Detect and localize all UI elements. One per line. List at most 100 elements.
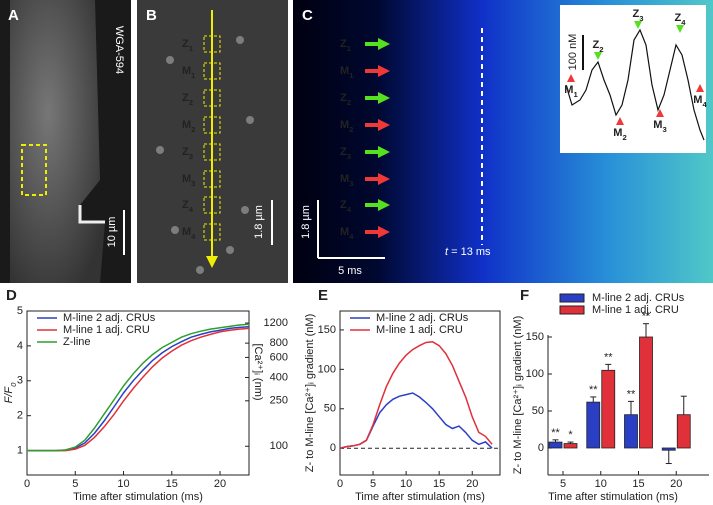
arrow-head (378, 199, 390, 211)
significance: ** (642, 311, 651, 323)
time-rest: = 13 ms (448, 246, 491, 258)
panel-letter: E (318, 287, 328, 304)
text-sub: 1 (191, 71, 196, 80)
text-sub: 4 (702, 100, 707, 109)
series-line (339, 392, 493, 449)
x-tick-label: 20 (214, 478, 226, 490)
spot (166, 56, 174, 64)
series-line (27, 327, 250, 452)
series-line (27, 323, 250, 452)
text-base: M (653, 119, 662, 131)
inset-arrow (696, 84, 704, 92)
series-line (339, 341, 493, 449)
text-sub: 3 (349, 179, 353, 188)
time-var: t (445, 246, 449, 258)
y-tick-label: 50 (532, 405, 544, 417)
bar (676, 414, 691, 449)
legend-label: M-line 2 adj. CRUs (63, 312, 156, 324)
text-sub: 2 (622, 133, 626, 142)
bar (548, 441, 563, 449)
plot-frame (26, 310, 250, 476)
y-tick-label: 150 (318, 324, 336, 336)
y-tick-label: 4 (17, 340, 23, 352)
text-base: M (613, 127, 622, 139)
text-sub: 3 (191, 179, 195, 188)
image-label: WGA-594 (113, 26, 125, 74)
scale-label: 5 ms (338, 265, 362, 277)
y2-axis-label: [Ca²⁺]ᵢ (nm) (252, 343, 264, 400)
inset-label: M1 (564, 84, 578, 99)
x-tick-label: 10 (595, 478, 607, 490)
text-base: M (564, 84, 573, 96)
significance: ** (627, 388, 636, 400)
legend-label: M-line 2 adj. CRUs (376, 312, 469, 324)
text-sub: 4 (347, 205, 352, 214)
y-tick-label: 3 (17, 375, 23, 387)
spot (226, 246, 234, 254)
legend-label: Z-line (63, 336, 91, 348)
text-sub: 1 (347, 44, 352, 53)
y-tick-label: 1 (17, 444, 23, 456)
y2-tick-label: 400 (270, 371, 288, 383)
marker-label: Z4 (340, 199, 352, 214)
text-base: M (340, 226, 349, 238)
text-base: Z (632, 8, 639, 20)
roi (21, 144, 47, 196)
marker-box (203, 35, 221, 53)
legend-label: M-line 1 adj. CRU (376, 324, 463, 336)
marker-label: M1 (182, 65, 196, 80)
text-sub: 4 (681, 18, 686, 27)
marker-label: M1 (340, 65, 354, 80)
arrow-head (378, 173, 390, 185)
text-base: Z (182, 199, 189, 211)
marker-box (203, 62, 221, 80)
inset-arrow (594, 52, 602, 60)
arrow-head (378, 119, 390, 131)
arrow-head (378, 65, 390, 77)
inset-label: Z3 (632, 8, 643, 23)
text-base: Z (182, 92, 189, 104)
bar (563, 443, 578, 449)
cell (10, 0, 105, 283)
text-sub: 3 (347, 152, 351, 161)
panel-letter: A (8, 7, 19, 24)
marker-label: Z3 (182, 146, 193, 161)
text-sub: 3 (639, 14, 643, 23)
inset-label: M2 (613, 127, 626, 142)
inset-arrow (616, 117, 624, 125)
text-sub: 2 (349, 125, 353, 134)
x-tick-label: 0 (337, 478, 343, 490)
x-tick-label: 20 (670, 478, 682, 490)
inset (560, 5, 706, 153)
y-tick-label: 2 (17, 410, 23, 422)
inset-label: Z4 (674, 12, 686, 27)
text-sub: 1 (189, 44, 194, 53)
y-tick-label: 100 (318, 363, 336, 375)
marker-label: M3 (182, 173, 195, 188)
text-base: Z (340, 199, 347, 211)
text-base: M (182, 119, 191, 131)
x-tick-label: 15 (166, 478, 178, 490)
bar (624, 414, 638, 449)
spot (236, 36, 244, 44)
text-sub: 2 (347, 98, 351, 107)
legend-label: M-line 1 adj. CRU (592, 304, 679, 316)
legend-swatch (559, 305, 585, 315)
text-sub: 3 (189, 152, 193, 161)
text-base: Z (182, 38, 189, 50)
arrow-head (378, 226, 390, 238)
significance: ** (604, 351, 613, 363)
text-base: Z (674, 12, 681, 24)
text-base: F/F (3, 386, 15, 404)
y2-tick-label: 250 (270, 395, 288, 407)
time-label: t = 13 ms (445, 246, 491, 258)
significance: ** (551, 427, 560, 439)
marker-label: Z1 (182, 38, 194, 53)
inset-trace (565, 28, 705, 141)
marker-label: M4 (182, 226, 196, 241)
arrow-head (378, 92, 390, 104)
y-tick-label: 0 (330, 442, 336, 454)
x-axis-label: Time after stimulation (ms) (355, 491, 485, 503)
